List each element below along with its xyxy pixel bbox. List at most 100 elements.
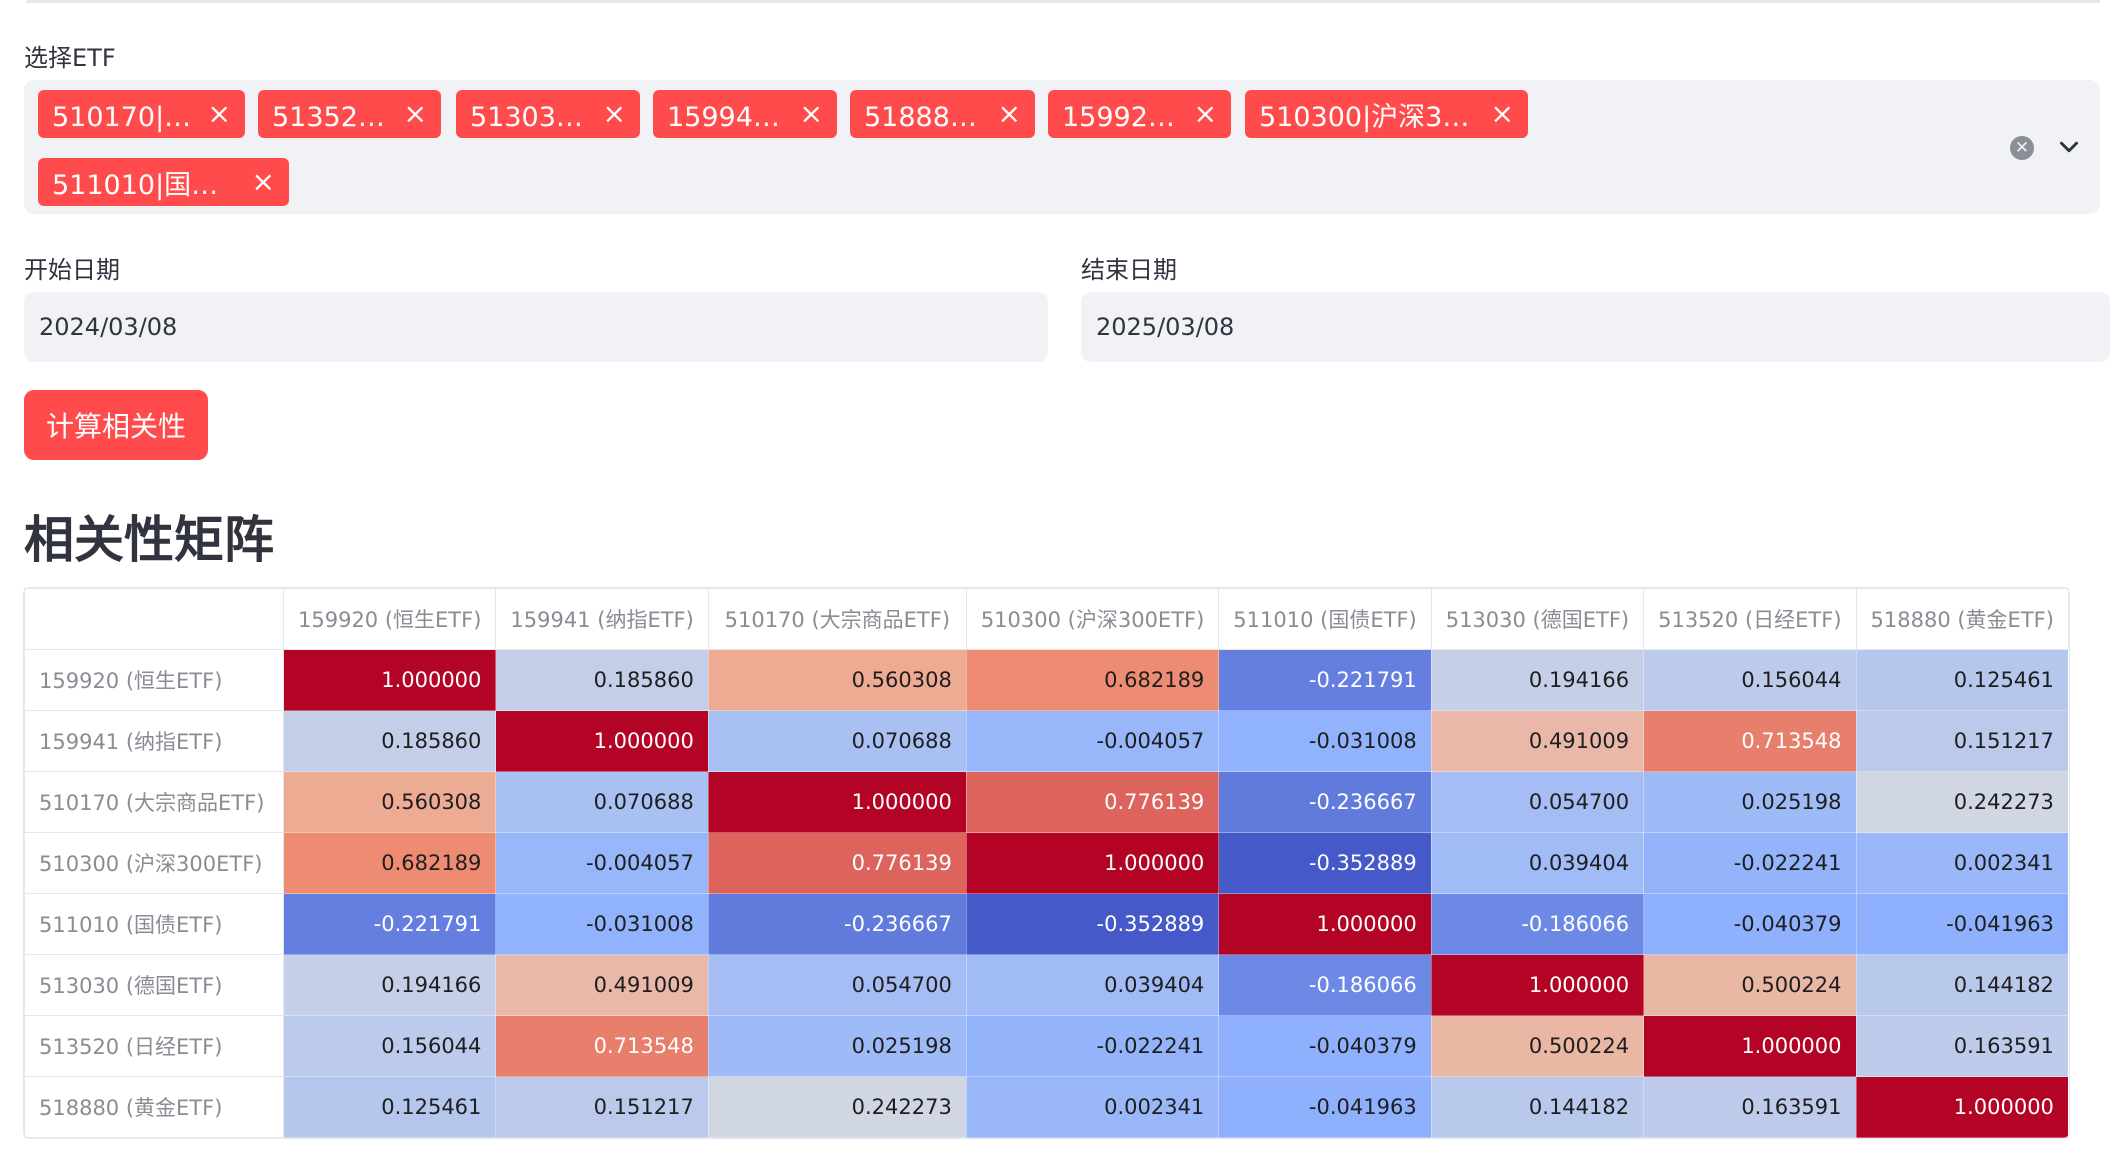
matrix-cell[interactable]: 0.185860 [495, 649, 709, 711]
matrix-cell[interactable]: 1.000000 [1643, 1015, 1857, 1077]
tag-518880[interactable]: 518880|黄金ETF × [850, 90, 1035, 138]
matrix-cell[interactable]: 0.185860 [282, 710, 497, 772]
matrix-cell[interactable]: 0.151217 [495, 1076, 709, 1138]
matrix-cell[interactable]: 0.560308 [707, 649, 967, 711]
tag-label: 159920|恒生ETF [1062, 101, 1184, 133]
column-header[interactable]: 510170 (大宗商品ETF) [707, 588, 967, 650]
matrix-cell[interactable]: 1.000000 [1855, 1076, 2069, 1138]
tag-513520[interactable]: 513520|日经ETF × [258, 90, 441, 138]
matrix-cell[interactable]: 0.500224 [1430, 1015, 1645, 1077]
start-date-input[interactable]: 2024/03/08 [24, 292, 1048, 362]
matrix-cell[interactable]: 1.000000 [495, 710, 709, 772]
clear-icon[interactable]: ✕ [2010, 136, 2034, 160]
column-header[interactable]: 511010 (国债ETF) [1218, 588, 1432, 650]
matrix-cell[interactable]: 0.560308 [282, 771, 497, 833]
matrix-cell[interactable]: -0.236667 [707, 893, 967, 955]
matrix-cell[interactable]: 1.000000 [1430, 954, 1645, 1016]
column-header[interactable]: 510300 (沪深300ETF) [965, 588, 1220, 650]
matrix-cell[interactable]: 0.713548 [495, 1015, 709, 1077]
matrix-cell[interactable]: 0.194166 [282, 954, 497, 1016]
matrix-cell[interactable]: -0.041963 [1218, 1076, 1432, 1138]
matrix-cell[interactable]: 0.156044 [1643, 649, 1857, 711]
matrix-cell[interactable]: 0.054700 [1430, 771, 1645, 833]
matrix-cell[interactable]: 0.156044 [282, 1015, 497, 1077]
matrix-cell[interactable]: 0.070688 [495, 771, 709, 833]
matrix-cell[interactable]: 0.491009 [495, 954, 709, 1016]
matrix-cell[interactable]: 0.776139 [707, 832, 967, 894]
row-header: 510300 (沪深300ETF) [24, 832, 284, 894]
table-row: 513030 (德国ETF) 0.194166 0.491009 0.054700 0.… [24, 954, 2069, 1016]
calculate-correlation-button[interactable]: 计算相关性 [24, 390, 208, 460]
matrix-cell[interactable]: -0.041963 [1855, 893, 2069, 955]
tag-159941[interactable]: 159941|纳指ETF × [653, 90, 837, 138]
end-date-input[interactable]: 2025/03/08 [1081, 292, 2110, 362]
tag-remove-icon[interactable]: × [602, 97, 626, 130]
tag-511010[interactable]: 511010|国债ETF × [38, 158, 289, 206]
matrix-cell[interactable]: 1.000000 [1218, 893, 1432, 955]
matrix-cell[interactable]: 0.025198 [707, 1015, 967, 1077]
matrix-cell[interactable]: 0.002341 [1855, 832, 2069, 894]
matrix-cell[interactable]: 0.039404 [965, 954, 1220, 1016]
matrix-cell[interactable]: 0.125461 [1855, 649, 2069, 711]
matrix-cell[interactable]: -0.004057 [965, 710, 1220, 772]
tag-159920[interactable]: 159920|恒生ETF × [1048, 90, 1231, 138]
column-header[interactable]: 513520 (日经ETF) [1643, 588, 1857, 650]
column-header[interactable]: 518880 (黄金ETF) [1855, 588, 2069, 650]
matrix-cell[interactable]: 0.002341 [965, 1076, 1220, 1138]
matrix-cell[interactable]: 0.682189 [965, 649, 1220, 711]
matrix-cell[interactable]: 0.163591 [1643, 1076, 1857, 1138]
matrix-cell[interactable]: -0.352889 [1218, 832, 1432, 894]
column-header[interactable]: 159920 (恒生ETF) [282, 588, 497, 650]
etf-select-label: 选择ETF [24, 44, 116, 72]
matrix-cell[interactable]: 0.242273 [707, 1076, 967, 1138]
column-header[interactable]: 513030 (德国ETF) [1430, 588, 1645, 650]
matrix-cell[interactable]: -0.022241 [1643, 832, 1857, 894]
matrix-cell[interactable]: -0.040379 [1218, 1015, 1432, 1077]
matrix-cell[interactable]: 0.070688 [707, 710, 967, 772]
matrix-cell[interactable]: 0.500224 [1643, 954, 1857, 1016]
matrix-cell[interactable]: 0.144182 [1430, 1076, 1645, 1138]
table-row: 511010 (国债ETF) -0.221791 -0.031008 -0.23666… [24, 893, 2069, 955]
matrix-cell[interactable]: -0.352889 [965, 893, 1220, 955]
matrix-cell[interactable]: 1.000000 [707, 771, 967, 833]
matrix-cell[interactable]: 0.776139 [965, 771, 1220, 833]
etf-multiselect[interactable]: 510170|大宗商… × 513520|日经ETF × 513030|德国ET… [24, 80, 2100, 214]
matrix-cell[interactable]: 1.000000 [282, 649, 497, 711]
matrix-cell[interactable]: -0.236667 [1218, 771, 1432, 833]
matrix-cell[interactable]: 0.242273 [1855, 771, 2069, 833]
matrix-cell[interactable]: 0.054700 [707, 954, 967, 1016]
tag-510170[interactable]: 510170|大宗商… × [38, 90, 245, 138]
matrix-cell[interactable]: -0.004057 [495, 832, 709, 894]
matrix-cell[interactable]: -0.186066 [1218, 954, 1432, 1016]
matrix-cell[interactable]: 0.713548 [1643, 710, 1857, 772]
tag-remove-icon[interactable]: × [207, 97, 231, 130]
chevron-down-icon[interactable] [2054, 132, 2084, 162]
matrix-cell[interactable]: -0.031008 [1218, 710, 1432, 772]
tag-remove-icon[interactable]: × [997, 97, 1021, 130]
tag-remove-icon[interactable]: × [1193, 97, 1217, 130]
matrix-cell[interactable]: 0.163591 [1855, 1015, 2069, 1077]
matrix-cell[interactable]: -0.040379 [1643, 893, 1857, 955]
matrix-cell[interactable]: -0.022241 [965, 1015, 1220, 1077]
matrix-cell[interactable]: 0.025198 [1643, 771, 1857, 833]
matrix-cell[interactable]: -0.031008 [495, 893, 709, 955]
tag-remove-icon[interactable]: × [1490, 97, 1514, 130]
tag-513030[interactable]: 513030|德国ETF × [456, 90, 640, 138]
tag-remove-icon[interactable]: × [799, 97, 823, 130]
matrix-cell[interactable]: 0.125461 [282, 1076, 497, 1138]
matrix-cell[interactable]: 0.194166 [1430, 649, 1645, 711]
matrix-cell[interactable]: -0.221791 [282, 893, 497, 955]
tag-remove-icon[interactable]: × [403, 97, 427, 130]
matrix-cell[interactable]: 0.491009 [1430, 710, 1645, 772]
column-header[interactable]: 159941 (纳指ETF) [495, 588, 709, 650]
matrix-cell[interactable]: 0.039404 [1430, 832, 1645, 894]
matrix-cell[interactable]: -0.221791 [1218, 649, 1432, 711]
matrix-cell[interactable]: 0.682189 [282, 832, 497, 894]
matrix-cell[interactable]: 0.151217 [1855, 710, 2069, 772]
matrix-cell[interactable]: -0.186066 [1430, 893, 1645, 955]
matrix-cell[interactable]: 0.144182 [1855, 954, 2069, 1016]
tag-remove-icon[interactable]: × [251, 165, 275, 198]
matrix-cell[interactable]: 1.000000 [965, 832, 1220, 894]
tag-510300[interactable]: 510300|沪深300… × [1245, 90, 1528, 138]
matrix-heading: 相关性矩阵 [24, 511, 274, 569]
